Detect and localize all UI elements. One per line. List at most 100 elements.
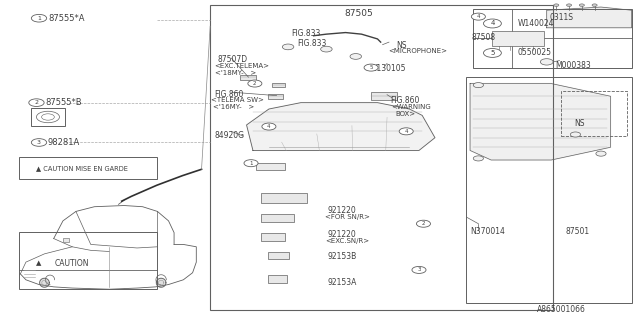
Circle shape <box>31 14 47 22</box>
Circle shape <box>350 53 362 59</box>
Text: FIG.860: FIG.860 <box>390 96 420 105</box>
Text: 87501: 87501 <box>566 227 590 236</box>
Text: 4: 4 <box>477 14 480 19</box>
Circle shape <box>31 139 47 146</box>
Text: BOX>: BOX> <box>396 111 415 116</box>
Bar <box>268 94 283 99</box>
Text: 921220: 921220 <box>328 206 356 215</box>
Circle shape <box>321 46 332 52</box>
Bar <box>63 238 69 242</box>
Circle shape <box>364 64 378 71</box>
Bar <box>260 194 307 203</box>
Text: NS: NS <box>397 41 407 50</box>
Bar <box>260 214 294 222</box>
Text: 92153B: 92153B <box>328 252 357 261</box>
Circle shape <box>248 80 262 87</box>
Text: 5: 5 <box>490 50 495 56</box>
Text: <'18MY-   >: <'18MY- > <box>214 70 256 76</box>
Bar <box>561 92 627 136</box>
Polygon shape <box>156 278 166 287</box>
Text: 2: 2 <box>253 81 257 86</box>
Circle shape <box>540 59 553 65</box>
Text: 84920G: 84920G <box>214 131 244 140</box>
Text: <'16MY-   >: <'16MY- > <box>213 104 255 110</box>
Text: FIG.833: FIG.833 <box>298 39 327 48</box>
Bar <box>502 34 534 44</box>
Bar <box>260 233 285 241</box>
Text: NS: NS <box>574 119 585 128</box>
Text: 3: 3 <box>37 140 41 145</box>
Text: FIG.860: FIG.860 <box>214 90 244 99</box>
Text: 0550025: 0550025 <box>518 48 552 58</box>
Circle shape <box>36 111 60 123</box>
Bar <box>371 92 397 100</box>
Text: W140024: W140024 <box>518 19 554 28</box>
Polygon shape <box>40 278 49 287</box>
Text: 1: 1 <box>37 16 41 21</box>
Text: ▲ CAUTION MISE EN GARDE: ▲ CAUTION MISE EN GARDE <box>36 165 128 171</box>
Bar <box>473 9 632 68</box>
Circle shape <box>399 128 413 135</box>
Text: 5: 5 <box>369 65 373 70</box>
Bar <box>256 163 285 170</box>
Text: 2: 2 <box>422 221 425 226</box>
Circle shape <box>244 160 258 167</box>
Circle shape <box>592 4 597 6</box>
Circle shape <box>412 267 426 273</box>
Text: 92153A: 92153A <box>328 278 357 287</box>
Text: N370014: N370014 <box>470 227 505 236</box>
Polygon shape <box>547 7 632 28</box>
Polygon shape <box>246 103 435 150</box>
Text: 921220: 921220 <box>328 230 356 239</box>
Text: 4: 4 <box>267 124 271 129</box>
Polygon shape <box>470 84 611 160</box>
Circle shape <box>282 44 294 50</box>
Text: 87507D: 87507D <box>218 55 248 64</box>
Text: 3: 3 <box>417 268 420 272</box>
Circle shape <box>42 114 54 120</box>
Circle shape <box>566 4 572 6</box>
Bar <box>268 275 287 283</box>
Circle shape <box>473 83 483 88</box>
Text: W130105: W130105 <box>370 64 406 73</box>
Text: ▲: ▲ <box>36 260 42 267</box>
Bar <box>272 83 285 87</box>
Circle shape <box>471 13 485 20</box>
Text: 87508: 87508 <box>472 33 496 42</box>
Circle shape <box>570 132 580 137</box>
Text: 98281A: 98281A <box>48 138 80 147</box>
Bar <box>239 75 256 80</box>
Circle shape <box>29 99 44 107</box>
Circle shape <box>262 123 276 130</box>
Circle shape <box>417 220 431 227</box>
Bar <box>466 77 632 303</box>
Circle shape <box>554 4 559 6</box>
Circle shape <box>473 156 483 161</box>
Text: FIG.833: FIG.833 <box>291 29 321 38</box>
Bar <box>492 31 543 46</box>
Text: <MICROPHONE>: <MICROPHONE> <box>388 49 447 54</box>
Text: 4: 4 <box>404 129 408 134</box>
Text: 87555*B: 87555*B <box>45 98 82 107</box>
Text: M000383: M000383 <box>555 61 591 70</box>
Text: 2: 2 <box>35 100 38 105</box>
Bar <box>31 108 65 125</box>
Text: <WARNING: <WARNING <box>392 104 431 110</box>
Circle shape <box>596 151 606 156</box>
Text: <TELEMA SW>: <TELEMA SW> <box>211 97 264 103</box>
Text: <EXC.TELEMA>: <EXC.TELEMA> <box>214 63 269 69</box>
Text: 1: 1 <box>250 161 253 166</box>
Bar <box>268 252 289 259</box>
Circle shape <box>483 19 501 28</box>
Text: CAUTION: CAUTION <box>55 259 90 268</box>
Bar <box>19 157 157 179</box>
Text: <FOR SN/R>: <FOR SN/R> <box>325 214 370 220</box>
Bar <box>19 232 157 289</box>
Circle shape <box>579 4 584 6</box>
Text: 4: 4 <box>490 20 495 27</box>
Circle shape <box>483 49 501 57</box>
Text: <EXC.SN/R>: <EXC.SN/R> <box>325 238 369 244</box>
Bar <box>210 5 553 310</box>
Text: 87555*A: 87555*A <box>48 14 84 23</box>
Text: 0311S: 0311S <box>550 13 574 22</box>
